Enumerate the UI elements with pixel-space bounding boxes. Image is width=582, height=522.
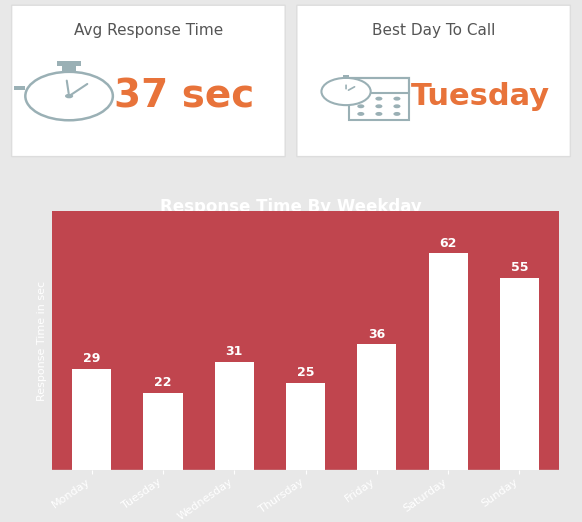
Bar xyxy=(15,86,26,90)
Bar xyxy=(215,362,254,470)
Text: 62: 62 xyxy=(439,237,457,250)
Bar xyxy=(72,369,111,470)
Bar xyxy=(349,78,409,120)
Circle shape xyxy=(375,104,382,108)
Circle shape xyxy=(375,97,382,101)
Bar xyxy=(349,78,409,93)
Bar xyxy=(357,344,396,470)
Circle shape xyxy=(65,94,73,98)
Text: Tuesday: Tuesday xyxy=(410,81,549,111)
Text: 22: 22 xyxy=(154,376,172,389)
Text: Best Day To Call: Best Day To Call xyxy=(372,23,495,39)
Bar xyxy=(143,393,183,470)
Circle shape xyxy=(321,78,371,105)
Text: 55: 55 xyxy=(511,262,528,274)
Circle shape xyxy=(393,112,400,116)
Bar xyxy=(428,253,468,470)
FancyBboxPatch shape xyxy=(12,5,285,157)
Circle shape xyxy=(357,97,364,101)
Circle shape xyxy=(393,97,400,101)
FancyBboxPatch shape xyxy=(297,5,570,157)
Bar xyxy=(286,383,325,470)
Text: 29: 29 xyxy=(83,352,100,365)
Bar xyxy=(500,278,539,470)
Circle shape xyxy=(393,104,400,108)
Circle shape xyxy=(357,104,364,108)
Bar xyxy=(62,65,76,74)
Text: 36: 36 xyxy=(368,328,385,340)
Circle shape xyxy=(375,112,382,116)
Text: 37 sec: 37 sec xyxy=(114,77,254,115)
Bar xyxy=(57,61,81,66)
Y-axis label: Response Time in sec: Response Time in sec xyxy=(37,280,47,401)
Text: 25: 25 xyxy=(297,366,314,379)
Bar xyxy=(343,75,349,79)
Text: Avg Response Time: Avg Response Time xyxy=(74,23,223,39)
Text: Response Time By Weekday: Response Time By Weekday xyxy=(160,198,422,216)
Text: 31: 31 xyxy=(226,345,243,358)
Circle shape xyxy=(357,112,364,116)
